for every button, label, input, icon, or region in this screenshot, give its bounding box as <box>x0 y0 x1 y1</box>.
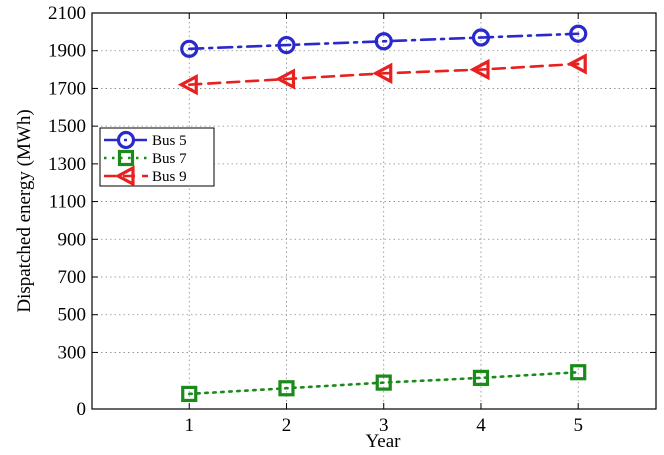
series-line <box>187 370 580 396</box>
y-tick-label: 700 <box>58 267 87 288</box>
x-tick-label: 4 <box>476 415 486 436</box>
data-point <box>275 68 296 90</box>
series-line <box>187 32 580 51</box>
data-point <box>374 32 393 51</box>
x-tick-label: 3 <box>379 415 389 436</box>
y-tick-label: 0 <box>77 399 87 420</box>
plot-frame <box>91 12 657 410</box>
data-point <box>372 62 393 85</box>
y-axis-label: Dispatched energy (MWh) <box>14 109 35 312</box>
y-tick-label: 1700 <box>48 78 86 99</box>
legend-marker <box>117 149 135 167</box>
grid-lines <box>92 13 656 409</box>
data-point <box>181 385 198 403</box>
data-point <box>278 380 295 397</box>
data-point <box>277 35 296 55</box>
legend-label: Bus 5 <box>152 133 187 149</box>
x-tick-labels: 1 2 3 4 5 <box>184 415 582 436</box>
y-tick-label: 1300 <box>48 154 86 175</box>
legend-entry: Bus 7 <box>104 149 187 167</box>
y-tick-label: 1500 <box>48 116 86 137</box>
legend-label: Bus 7 <box>152 151 187 167</box>
legend-label: Bus 9 <box>152 169 187 185</box>
plot-background <box>92 13 656 409</box>
y-tick-label: 1900 <box>48 41 86 62</box>
data-point <box>469 58 490 81</box>
legend-marker <box>114 165 135 187</box>
y-tick-label: 2100 <box>48 3 86 24</box>
legend-marker <box>116 130 136 150</box>
data-point <box>177 73 198 96</box>
y-tick-labels: 0 300 500 700 900 1100 1300 1500 1700 1900 2100 <box>48 3 86 420</box>
y-tick-label: 300 <box>58 342 87 363</box>
x-tick-label: 2 <box>282 415 292 436</box>
legend-entry: Bus 5 <box>104 130 187 150</box>
x-tick-label: 5 <box>573 415 583 436</box>
data-point <box>569 24 588 43</box>
data-point <box>180 39 199 58</box>
data-point <box>566 53 587 75</box>
y-tick-label: 1100 <box>49 192 86 213</box>
legend-entry: Bus 9 <box>104 165 187 187</box>
series-line <box>187 62 580 86</box>
data-point <box>570 364 587 381</box>
series-bus-5 <box>180 24 588 58</box>
series-layer <box>177 24 588 403</box>
data-point <box>471 28 491 47</box>
y-tick-label: 900 <box>58 229 87 250</box>
legend: Bus 5 Bus 7 Bus 9 <box>99 127 215 187</box>
y-tick-label: 500 <box>58 305 87 326</box>
series-bus-9 <box>177 53 587 96</box>
x-tick-label: 1 <box>184 415 194 436</box>
data-point <box>375 374 392 391</box>
axis-ticks <box>92 12 656 410</box>
data-point <box>472 369 490 386</box>
x-axis-label: Year <box>365 431 401 452</box>
series-bus-7 <box>181 364 587 403</box>
